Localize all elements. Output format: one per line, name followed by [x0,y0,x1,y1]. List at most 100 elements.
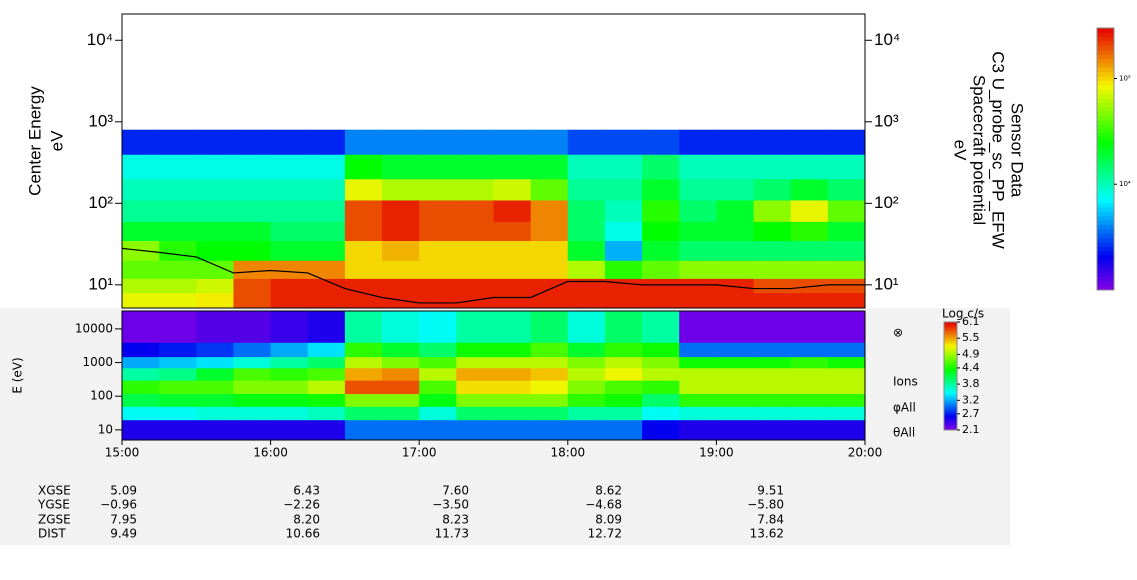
colorbar-step [944,329,957,332]
heatmap-cell [679,342,717,358]
colorbar-step [944,352,957,355]
colorbar-step [944,417,957,420]
heatmap-cell [567,260,606,279]
colorbar-step [1097,198,1114,204]
colorbar-step [1097,228,1114,234]
colorbar-step [944,370,957,373]
heatmap-cell [344,260,383,279]
colorbar [1097,28,1114,291]
heatmap-cell [344,240,383,261]
heatmap-cell [679,199,717,222]
heatmap-cell [716,278,755,294]
colorbar-step [1097,58,1114,64]
heatmap-cell [233,260,272,279]
heatmap-cell [419,178,457,201]
colorbar-step [944,374,957,377]
heatmap-cell [753,178,792,201]
heatmap-cell [679,406,717,421]
heatmap-cell [382,240,420,261]
heatmap-cell [753,393,792,407]
orbit-value: 12.72 [588,527,622,541]
heatmap-cell [233,311,272,343]
heatmap-cell [196,292,234,309]
heatmap-cell [196,393,234,407]
heatmap-cell [716,406,755,421]
orbit-label: ZGSE [38,513,71,527]
colorbar-step [944,428,957,431]
heatmap-cell [307,406,346,421]
colorbar-step [1097,115,1114,121]
y-tick-label: 10² [88,193,113,212]
colorbar-step [944,350,957,354]
heatmap-cell [753,199,792,222]
colorbar-step [944,376,957,379]
heatmap-cell [716,356,755,369]
potential-line [121,247,865,304]
orbit-value: 8.09 [595,513,622,527]
colorbar-step [944,327,957,330]
side-label: ⊗ [893,326,903,340]
heatmap-cell [604,199,643,222]
y-tick-label: 10 [98,422,113,436]
heatmap-cell [196,356,234,369]
heatmap-cell [382,260,420,279]
heatmap-cell [270,199,309,222]
heatmap-cell [567,406,606,421]
heatmap-cell [382,380,420,395]
colorbar-step [944,399,957,402]
heatmap-cell [604,393,643,407]
heatmap-cell [679,129,717,155]
heatmap-cell [493,221,532,241]
heatmap-cell [827,178,866,201]
heatmap-cell [567,393,606,407]
colorbar-step [1097,76,1114,81]
heatmap-cell [159,367,197,381]
heatmap-cell [790,199,829,222]
y2-tick-label: 10³ [874,111,899,130]
heatmap-cell [716,367,755,381]
heatmap-cell [122,154,160,180]
heatmap-cell [716,292,755,309]
orbit-value: 8.20 [293,513,320,527]
heatmap-cell [159,240,197,261]
heatmap-cell [456,419,494,441]
heatmap-cell [159,393,197,407]
colorbar-step [944,345,957,348]
heatmap-cell [493,419,532,441]
heatmap-cell [270,393,309,407]
colorbar-step [1097,28,1114,33]
heatmap-cell [196,406,234,421]
colorbar-step [1097,250,1114,256]
heatmap-cell [122,221,160,241]
heatmap-cell [493,367,532,381]
heatmap-cell [604,380,643,395]
y2-axis-label: Spacecraft potential [970,75,989,225]
heatmap-cell [827,292,866,309]
orbit-value: 5.09 [110,484,137,498]
colorbar-step [944,340,957,343]
colorbar-step [944,377,957,381]
heatmap-cell [604,221,643,241]
heatmap-cell [642,406,680,421]
plot-frame [121,13,866,309]
heatmap-cell [344,292,383,309]
colorbar-tick-label: 5.5 [962,331,980,344]
heatmap-cell [382,311,420,343]
heatmap-cell [456,278,494,294]
orbit-value: −4.68 [585,498,622,512]
heatmap-cell [382,129,420,155]
heatmap-cell [642,199,680,222]
heatmap-cell [604,406,643,421]
heatmap-cell [270,419,309,441]
colorbar-step [1097,62,1114,68]
heatmap-cell [270,406,309,421]
orbit-value: 11.73 [435,527,469,541]
heatmap-cell [642,380,680,395]
heatmap-cell [530,380,569,395]
colorbar-step [1097,189,1114,195]
heatmap-cell [382,221,420,241]
heatmap-cell [233,178,272,201]
heatmap-cell [679,260,717,279]
colorbar [944,322,957,431]
